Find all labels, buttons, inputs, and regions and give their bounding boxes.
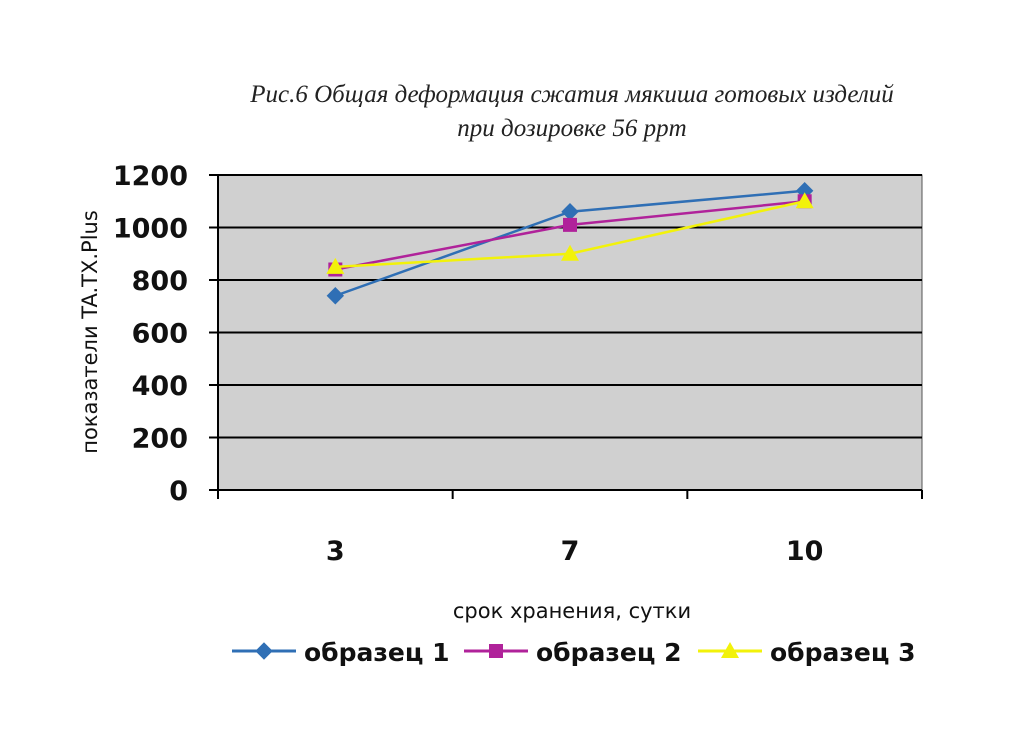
legend-label: образец 1 [304,638,450,667]
legend-marker [255,642,273,660]
x-tick-label: 3 [326,536,345,567]
chart-subtitle: при дозировке 56 ppm [457,115,686,142]
data-point [563,217,577,232]
legend-marker [721,642,739,658]
y-tick-label: 0 [169,476,188,507]
y-tick-label: 1000 [113,214,188,245]
y-tick-label: 400 [132,371,188,402]
data-point [326,257,345,274]
x-tick-label: 10 [786,536,824,567]
legend-item-2: образец 2 [464,638,682,667]
legend-item-3: образец 3 [698,638,916,667]
series-3 [326,192,814,274]
x-tick-label: 7 [561,536,580,567]
y-tick-label: 200 [132,424,188,455]
legend-item-1: образец 1 [232,638,450,667]
x-axis-label: срок хранения, сутки [453,599,691,623]
legend: образец 1 образец 2 образец 3 [232,638,916,667]
chart-title: Рис.6 Общая деформация сжатия мякиша гот… [249,81,894,108]
data-point [326,287,345,305]
data-point [561,244,579,261]
tick-labels: 0 200 400 600 800 1000 1200 3 7 10 [113,161,824,567]
y-tick-label: 800 [132,266,188,297]
legend-label: образец 3 [770,638,916,667]
y-tick-label: 1200 [113,161,188,192]
legend-label: образец 2 [536,638,682,667]
data-point [795,192,814,209]
legend-marker [489,644,503,658]
series-lines [326,182,814,305]
y-axis-label: показатели TA.TX.Plus [78,210,102,454]
axes [209,174,923,499]
y-tick-label: 600 [132,319,188,350]
